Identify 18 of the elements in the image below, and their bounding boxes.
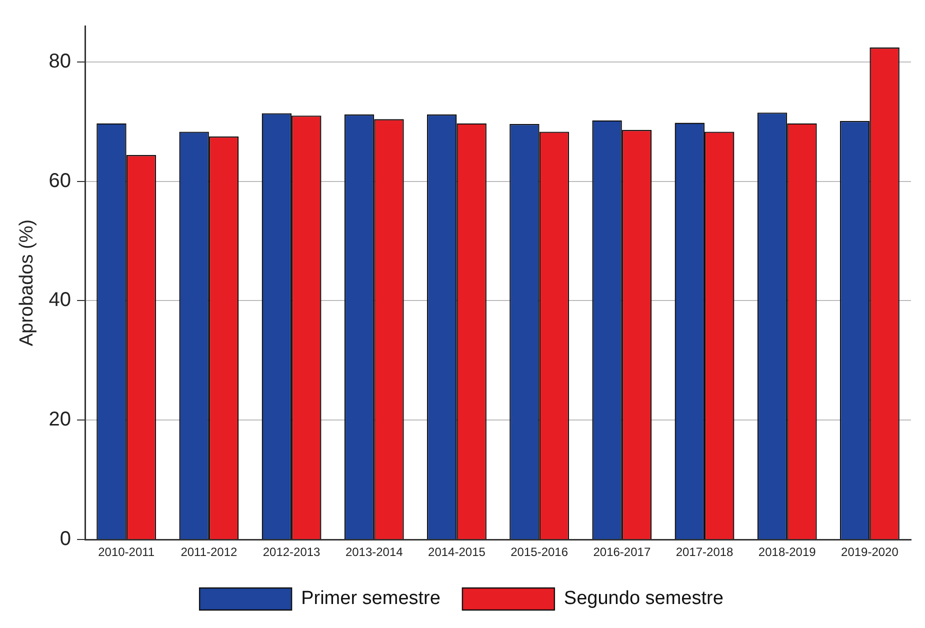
x-tick-label: 2017-2018 xyxy=(676,545,734,560)
x-tick-label: 2019-2020 xyxy=(841,545,899,560)
x-tick-label: 2011-2012 xyxy=(180,545,238,560)
x-tick-label: 2016-2017 xyxy=(593,545,651,560)
y-tick-label: 60 xyxy=(48,170,72,192)
y-tick-label: 80 xyxy=(48,50,72,72)
y-axis-title: Aprobados (%) xyxy=(16,219,38,346)
legend-label: Primer semestre xyxy=(301,588,440,610)
y-tick-label: 40 xyxy=(48,289,72,312)
legend-label: Segundo semestre xyxy=(564,588,724,610)
x-tick-label: 2010-2011 xyxy=(98,545,155,560)
x-tick-label: 2013-2014 xyxy=(345,545,404,560)
x-tick-label: 2018-2019 xyxy=(758,545,816,560)
y-tick-label: 0 xyxy=(60,528,72,550)
y-tick-label: 20 xyxy=(48,408,72,431)
x-tick-label: 2012-2013 xyxy=(262,545,321,560)
x-tick-label: 2015-2016 xyxy=(510,545,568,560)
x-tick-label: 2014-2015 xyxy=(428,545,486,560)
